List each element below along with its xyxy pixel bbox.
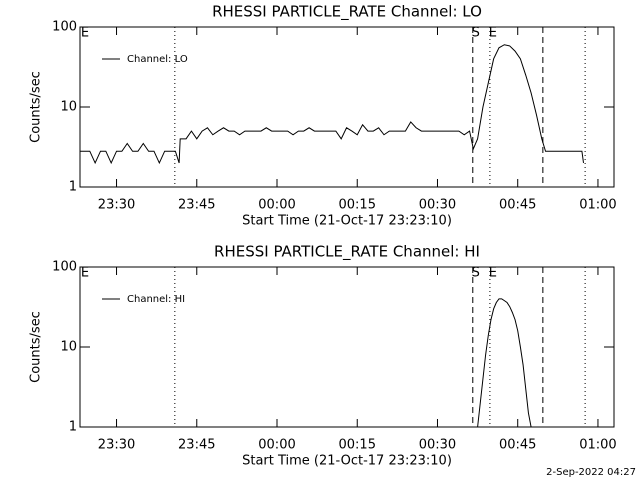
plot-frame bbox=[79, 266, 615, 428]
x-tick-label: 00:30 bbox=[419, 438, 456, 453]
data-line bbox=[477, 298, 532, 427]
y-tick-label: 100 bbox=[52, 260, 77, 275]
y-axis-label: Counts/sec bbox=[29, 311, 44, 383]
x-tick-label: 00:30 bbox=[419, 198, 456, 213]
x-tick-label: 23:45 bbox=[178, 198, 215, 213]
x-axis-label: Start Time (21-Oct-17 23:23:10) bbox=[242, 214, 452, 229]
chart-title: RHESSI PARTICLE_RATE Channel: LO bbox=[212, 3, 482, 22]
x-tick-label: 00:45 bbox=[499, 198, 536, 213]
x-tick-label: 23:30 bbox=[98, 438, 135, 453]
x-tick-label: 23:45 bbox=[178, 438, 215, 453]
x-axis-label: Start Time (21-Oct-17 23:23:10) bbox=[242, 454, 452, 469]
marker-label: S bbox=[472, 266, 480, 281]
x-tick-label: 23:30 bbox=[98, 198, 135, 213]
x-tick-label: 00:00 bbox=[258, 198, 295, 213]
marker-label: E bbox=[489, 26, 497, 41]
data-line bbox=[80, 44, 585, 165]
y-tick-label: 1 bbox=[69, 420, 77, 435]
y-tick-label: 10 bbox=[60, 100, 77, 115]
x-tick-label: 00:00 bbox=[258, 438, 295, 453]
x-tick-label: 00:15 bbox=[339, 438, 376, 453]
marker-label: E bbox=[81, 26, 89, 41]
x-tick-label: 00:45 bbox=[499, 438, 536, 453]
x-tick-label: 01:00 bbox=[579, 438, 616, 453]
x-tick-label: 01:00 bbox=[579, 198, 616, 213]
y-tick-label: 1 bbox=[69, 180, 77, 195]
plot-frame bbox=[79, 26, 615, 188]
y-tick-label: 10 bbox=[60, 340, 77, 355]
chart-title: RHESSI PARTICLE_RATE Channel: HI bbox=[214, 243, 480, 262]
footer-date: 2-Sep-2022 04:27 bbox=[546, 467, 636, 478]
legend-label: Channel: LO bbox=[127, 54, 188, 65]
plot-area bbox=[80, 44, 585, 165]
legend-label: Channel: HI bbox=[127, 294, 185, 305]
plot-area bbox=[477, 298, 532, 427]
y-axis-label: Counts/sec bbox=[29, 71, 44, 143]
y-tick-label: 100 bbox=[52, 20, 77, 35]
marker-label: S bbox=[472, 26, 480, 41]
marker-label: E bbox=[81, 266, 89, 281]
marker-label: E bbox=[489, 266, 497, 281]
x-tick-label: 00:15 bbox=[339, 198, 376, 213]
